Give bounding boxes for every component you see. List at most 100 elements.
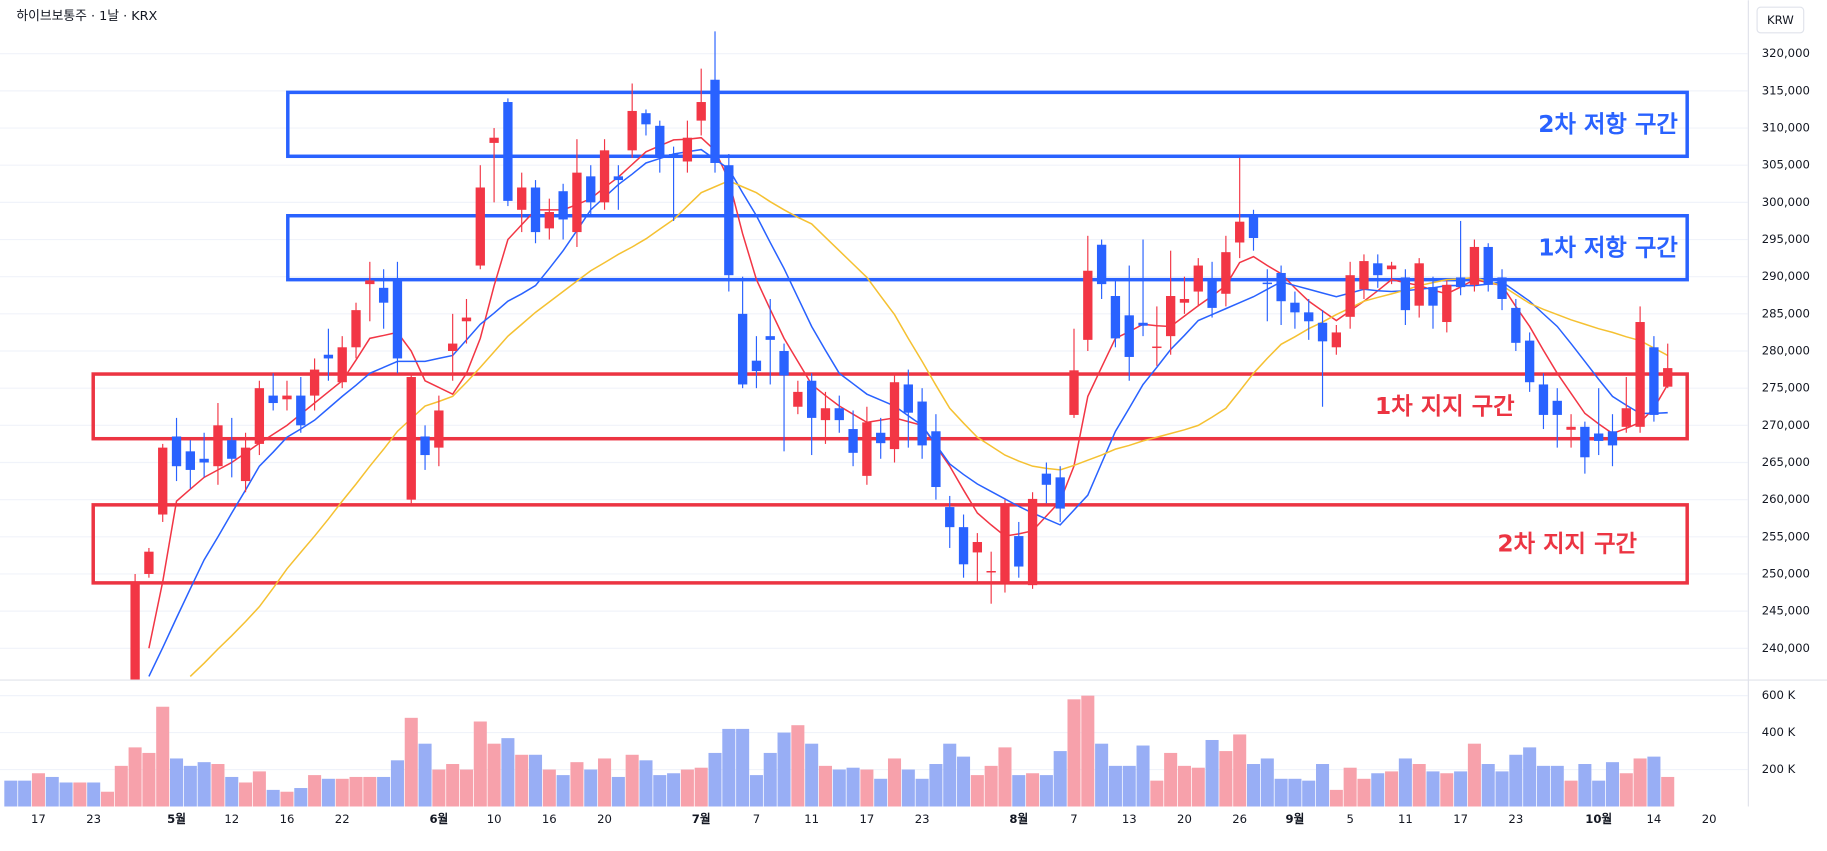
volume-bar: [805, 743, 819, 807]
candle-body: [158, 447, 168, 515]
x-tick-label: 9월: [1286, 812, 1305, 826]
volume-bar: [1095, 743, 1109, 807]
x-tick-label: 23: [86, 812, 101, 826]
volume-bar: [404, 717, 418, 807]
volume-bar: [943, 743, 957, 807]
candle-body: [1663, 368, 1673, 387]
volume-bar: [73, 782, 87, 807]
candle-body: [365, 280, 375, 285]
zone-label: 1차 지지 구간: [1375, 393, 1515, 420]
y-tick-label: 315,000: [1762, 83, 1810, 97]
candle-body: [227, 440, 237, 459]
volume-bar: [335, 778, 349, 807]
volume-bar: [1440, 773, 1454, 807]
candle-body: [862, 422, 872, 476]
candle-body: [1276, 272, 1286, 302]
volume-bar: [736, 728, 750, 807]
volume-bar: [1412, 764, 1426, 807]
volume-bar: [294, 788, 308, 807]
y-tick-label: 305,000: [1762, 158, 1810, 172]
candle-body: [558, 191, 568, 220]
candle-body: [1207, 279, 1217, 308]
candle-body: [130, 581, 140, 680]
candle-body: [1511, 307, 1521, 343]
y-tick-label: 290,000: [1762, 269, 1810, 283]
candle-body: [1594, 433, 1604, 441]
candle-body: [572, 172, 582, 233]
x-tick-label: 16: [542, 812, 557, 826]
volume-bar: [515, 754, 529, 807]
y-tick-label: 300,000: [1762, 195, 1810, 209]
candle-body: [724, 165, 734, 276]
candle-body: [1014, 536, 1024, 567]
volume-bar: [1550, 765, 1564, 807]
candle-body: [1110, 296, 1121, 339]
volume-bar: [901, 769, 915, 807]
candle-body: [1179, 298, 1190, 303]
candle-body: [448, 343, 458, 352]
candle-body: [1455, 277, 1466, 288]
x-tick-label: 26: [1232, 812, 1247, 826]
y-tick-label: 240,000: [1762, 641, 1810, 655]
candle-body: [1649, 347, 1659, 415]
x-tick-label: 10월: [1585, 812, 1612, 826]
volume-bar: [18, 780, 32, 807]
candle-body: [489, 137, 499, 143]
candle-body: [889, 382, 900, 450]
volume-bar: [1177, 765, 1191, 807]
volume-bar: [1053, 751, 1067, 807]
volume-bar: [1233, 734, 1247, 807]
volume-bar: [1481, 764, 1495, 807]
x-tick-label: 17: [31, 812, 46, 826]
x-tick-label: 7: [1070, 812, 1077, 826]
candle-body: [240, 447, 251, 482]
candle-body: [1580, 426, 1590, 458]
currency-button-label[interactable]: KRW: [1767, 13, 1794, 27]
candle-body: [1027, 498, 1038, 586]
candle-body: [972, 542, 983, 553]
volume-bar: [1316, 764, 1330, 807]
candle-body: [903, 384, 913, 413]
candle-body: [1635, 322, 1645, 427]
candle-body: [1221, 252, 1231, 294]
volume-bar: [501, 738, 515, 807]
volume-bar: [252, 771, 266, 807]
volume-bar: [1578, 764, 1592, 807]
volume-bar: [749, 775, 763, 807]
volume-bar: [1661, 776, 1675, 807]
volume-bar: [197, 762, 211, 807]
candle-body: [1469, 246, 1480, 285]
candle-body: [931, 431, 941, 488]
x-tick-label: 13: [1122, 812, 1137, 826]
volume-bar: [87, 782, 101, 807]
candle-body: [945, 507, 955, 528]
volume-bar: [1150, 780, 1164, 807]
volume-bar: [1536, 765, 1550, 807]
volume-bar: [418, 743, 432, 807]
candle-body: [737, 313, 748, 385]
y-tick-label: 320,000: [1762, 46, 1810, 60]
volume-bar: [957, 756, 971, 807]
y-tick-label: 295,000: [1762, 232, 1810, 246]
volume-bar: [1260, 758, 1274, 807]
volume-bar: [349, 776, 363, 807]
candle-body: [296, 395, 306, 426]
volume-bar: [1592, 780, 1606, 807]
volume-bar: [169, 758, 184, 807]
candle-body: [986, 570, 996, 573]
candle-body: [958, 527, 969, 565]
candle-body: [613, 176, 624, 181]
zone-box: [286, 213, 1689, 282]
candle-body: [378, 287, 389, 303]
candle-body: [461, 317, 472, 322]
volume-bar: [542, 769, 556, 807]
volume-bar: [1385, 771, 1399, 807]
currency-button[interactable]: [1756, 6, 1805, 34]
volume-bar: [1136, 745, 1150, 807]
volume-bar: [887, 758, 902, 807]
candle-body: [420, 436, 430, 456]
volume-bar: [639, 760, 653, 807]
candle-body: [765, 336, 775, 340]
x-tick-label: 20: [1702, 812, 1717, 826]
